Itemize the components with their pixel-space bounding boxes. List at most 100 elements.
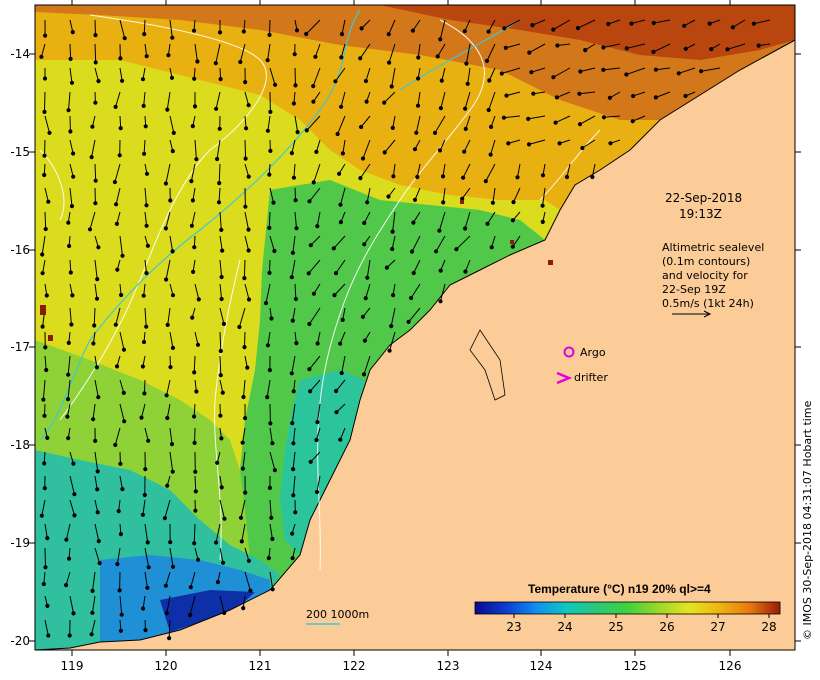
velocity-arrow-head bbox=[462, 149, 467, 154]
velocity-arrow-head bbox=[463, 269, 468, 274]
velocity-arrow-head bbox=[411, 220, 416, 225]
velocity-arrow bbox=[143, 91, 146, 106]
velocity-arrow-head bbox=[93, 178, 98, 183]
argo-marker-icon bbox=[563, 346, 575, 358]
velocity-arrow bbox=[434, 115, 446, 134]
velocity-arrow-head bbox=[96, 539, 101, 544]
velocity-arrow bbox=[383, 91, 396, 103]
velocity-arrow bbox=[440, 283, 446, 302]
velocity-arrow-head bbox=[40, 324, 45, 329]
velocity-arrow-head bbox=[454, 247, 459, 252]
velocity-arrow-head bbox=[555, 43, 560, 48]
coastline bbox=[35, 39, 795, 650]
velocity-arrow-head bbox=[170, 149, 175, 154]
velocity-arrow-head bbox=[70, 29, 75, 35]
velocity-arrow-head bbox=[219, 274, 224, 280]
velocity-arrow-head bbox=[87, 227, 93, 232]
velocity-arrow-head bbox=[169, 75, 175, 80]
velocity-arrow bbox=[417, 43, 421, 58]
altimetry-line: and velocity for bbox=[662, 269, 748, 282]
velocity-arrow-head bbox=[391, 174, 396, 179]
velocity-arrow-head bbox=[583, 48, 588, 53]
velocity-arrow bbox=[333, 235, 346, 249]
velocity-arrow-head bbox=[66, 556, 72, 561]
velocity-arrow-head bbox=[608, 141, 613, 146]
velocity-arrow-head bbox=[193, 489, 198, 494]
velocity-arrow bbox=[115, 91, 121, 108]
velocity-arrow-head bbox=[40, 252, 45, 257]
velocity-arrow-head bbox=[358, 56, 363, 61]
velocity-arrow-head bbox=[113, 322, 118, 327]
velocity-arrow-head bbox=[308, 243, 313, 248]
velocity-arrow-head bbox=[338, 341, 343, 346]
velocity-arrow-head bbox=[65, 414, 70, 419]
velocity-arrow-head bbox=[122, 419, 127, 424]
velocity-arrow-head bbox=[93, 438, 98, 443]
velocity-arrow-head bbox=[315, 224, 320, 229]
velocity-arrow bbox=[94, 19, 96, 36]
velocity-arrow bbox=[219, 595, 225, 614]
velocity-arrow bbox=[626, 43, 646, 49]
map-date: 22-Sep-2018 bbox=[665, 191, 742, 205]
velocity-arrow bbox=[216, 139, 221, 160]
axis-ticks bbox=[29, 0, 801, 656]
velocity-arrow bbox=[309, 187, 321, 202]
velocity-arrow-head bbox=[222, 610, 227, 616]
velocity-arrow-head bbox=[215, 580, 220, 585]
velocity-arrow bbox=[417, 91, 421, 106]
velocity-arrow-head bbox=[624, 72, 629, 77]
velocity-arrow-head bbox=[293, 198, 298, 203]
velocity-arrow-head bbox=[193, 508, 198, 513]
velocity-arrow bbox=[166, 403, 171, 419]
velocity-arrow bbox=[144, 259, 147, 274]
velocity-arrow-head bbox=[189, 179, 194, 184]
velocity-arrow-head bbox=[190, 315, 195, 320]
velocity-arrow-head bbox=[246, 558, 251, 563]
velocity-arrow bbox=[340, 43, 346, 58]
velocity-arrow bbox=[144, 307, 147, 327]
altimetry-line: (0.1m contours) bbox=[662, 255, 750, 268]
velocity-arrow bbox=[44, 619, 49, 636]
velocity-arrow-head bbox=[265, 343, 270, 348]
velocity-arrow bbox=[339, 331, 346, 344]
map-time: 19:13Z bbox=[679, 207, 722, 221]
altimetry-line: Altimetric sealevel bbox=[662, 241, 764, 254]
velocity-arrow-head bbox=[146, 438, 151, 443]
velocity-arrow-head bbox=[363, 78, 368, 84]
velocity-arrow bbox=[166, 91, 171, 110]
velocity-arrow bbox=[92, 571, 96, 591]
lon-tick-label: 125 bbox=[624, 659, 647, 673]
velocity-arrow bbox=[360, 115, 371, 128]
velocity-arrow-head bbox=[304, 128, 309, 133]
velocity-arrow-head bbox=[219, 296, 224, 302]
velocity-arrow-head bbox=[94, 365, 100, 370]
velocity-arrow-head bbox=[465, 81, 470, 86]
velocity-arrow-head bbox=[290, 250, 295, 255]
velocity-arrow-head bbox=[93, 100, 98, 105]
velocity-arrow-head bbox=[361, 372, 367, 377]
velocity-arrow bbox=[144, 571, 148, 588]
velocity-arrow-head bbox=[72, 513, 77, 518]
velocity-arrow-head bbox=[215, 156, 220, 162]
velocity-arrow-head bbox=[243, 80, 248, 85]
velocity-arrow-head bbox=[590, 174, 595, 180]
velocity-arrow bbox=[218, 187, 221, 203]
velocity-arrow-head bbox=[68, 270, 73, 275]
velocity-arrow bbox=[94, 547, 101, 564]
velocity-arrow-head bbox=[432, 130, 438, 135]
velocity-arrow-head bbox=[575, 26, 581, 31]
velocity-arrow-head bbox=[486, 107, 491, 113]
velocity-arrow-head bbox=[294, 341, 299, 346]
velocity-arrow-head bbox=[143, 628, 148, 633]
velocity-arrow bbox=[269, 427, 273, 444]
velocity-arrow-head bbox=[709, 47, 714, 52]
velocity-arrow-head bbox=[440, 174, 446, 179]
velocity-arrow bbox=[582, 139, 596, 149]
velocity-arrow bbox=[244, 331, 246, 348]
velocity-arrow-head bbox=[484, 58, 490, 64]
velocity-arrow-head bbox=[438, 37, 443, 42]
velocity-arrow-head bbox=[218, 348, 223, 354]
velocity-arrow bbox=[467, 67, 471, 84]
velocity-arrow-head bbox=[554, 95, 560, 100]
velocity-arrow-head bbox=[165, 322, 170, 327]
